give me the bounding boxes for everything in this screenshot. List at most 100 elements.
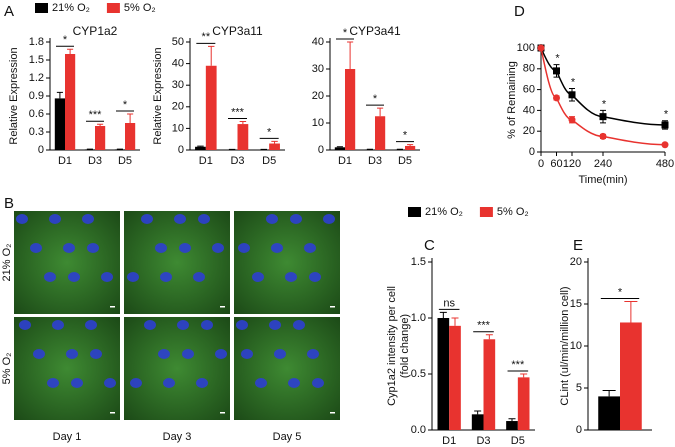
nucleus [309, 272, 321, 282]
significance: * [618, 286, 623, 298]
y-axis-label: % of Remaining [506, 61, 518, 139]
legend-swatch [408, 207, 421, 217]
nucleus [66, 349, 78, 359]
nucleus [127, 272, 139, 282]
marker [553, 94, 560, 102]
bar [65, 54, 76, 150]
error-bar [508, 418, 516, 422]
error-bar [97, 123, 104, 126]
significance: * [555, 53, 560, 65]
nucleus [19, 320, 31, 330]
micrograph [14, 317, 120, 420]
bar [237, 124, 249, 150]
y-tick-label: 0 [38, 144, 44, 156]
nucleus [293, 320, 305, 330]
nucleus [155, 243, 167, 253]
nucleus [158, 349, 170, 359]
marker [661, 121, 669, 129]
bar [84, 149, 95, 150]
significance: * [63, 34, 68, 46]
nucleus [288, 378, 300, 388]
bar [195, 146, 206, 150]
y-tick-label: 20 [312, 90, 324, 102]
bar [345, 69, 356, 150]
error-bar [520, 373, 528, 378]
nucleus [274, 349, 286, 359]
x-tick-label: D5 [511, 435, 525, 447]
y-tick-label: 20 [523, 125, 535, 137]
nucleus [285, 272, 297, 282]
y-tick-label: 0.6 [29, 108, 44, 120]
y-axis-label: CLint (ul/min/million cell) [559, 286, 571, 405]
nucleus [201, 320, 213, 330]
x-tick-label: D5 [262, 155, 276, 167]
marker [599, 132, 607, 140]
legend-label: 5% O₂ [124, 2, 156, 14]
significance: * [267, 126, 272, 138]
y-tick-label: 10 [312, 117, 324, 129]
significance: ns [443, 297, 455, 309]
marker [661, 141, 669, 149]
panel-label: A [4, 3, 14, 20]
y-axis-label: Relative Expression [8, 47, 20, 144]
nucleus [307, 349, 319, 359]
y-tick-label: 30 [172, 79, 184, 91]
bar [269, 143, 280, 150]
bar [114, 149, 125, 150]
nucleus [174, 214, 186, 224]
error-bar [239, 120, 247, 125]
nucleus [252, 272, 264, 282]
significance: * [123, 99, 128, 111]
nucleus [266, 214, 278, 224]
significance: *** [231, 106, 245, 118]
bar [205, 65, 217, 150]
error-bar [56, 91, 63, 99]
significance: * [403, 130, 408, 142]
x-tick-label: 60 [550, 158, 562, 170]
error-bar [439, 311, 447, 318]
bar [54, 98, 65, 150]
y-axis-label: (fold change) [399, 314, 411, 378]
chart-title: CYP3a41 [349, 24, 401, 38]
y-tick-label: 1.2 [29, 72, 44, 84]
bar [620, 322, 642, 430]
significance: * [571, 76, 576, 88]
error-bar [451, 317, 459, 326]
y-tick-label: 1.5 [411, 256, 426, 268]
nucleus [177, 320, 189, 330]
nucleus [304, 243, 316, 253]
legend-label: 5% O₂ [497, 206, 529, 218]
nucleus [49, 214, 61, 224]
x-tick-label: D3 [368, 155, 382, 167]
bar [471, 414, 484, 430]
scale-bar [330, 306, 335, 308]
nucleus [47, 378, 59, 388]
nucleus [290, 214, 302, 224]
micrograph [124, 317, 230, 420]
marker [599, 113, 607, 121]
nucleus [141, 214, 153, 224]
y-tick-label: 20 [570, 256, 582, 268]
y-tick-label: 0 [529, 146, 535, 158]
legend-swatch [106, 3, 120, 13]
micrograph [124, 211, 230, 314]
nucleus [160, 272, 172, 282]
nucleus [44, 272, 56, 282]
y-tick-label: 15 [570, 298, 582, 310]
scale-bar [220, 306, 225, 308]
nucleus [85, 320, 97, 330]
y-tick-label: 0 [178, 144, 184, 156]
scale-bar [220, 412, 225, 414]
y-tick-label: 40 [523, 104, 535, 116]
y-axis-label: Relative Expression [152, 47, 164, 144]
nucleus [255, 378, 267, 388]
significance: * [343, 27, 348, 39]
error-bar [197, 145, 204, 147]
error-bar [485, 334, 493, 340]
significance: *** [89, 109, 103, 121]
nucleus [90, 349, 102, 359]
bar [506, 421, 518, 430]
x-tick-label: D1 [442, 435, 456, 447]
